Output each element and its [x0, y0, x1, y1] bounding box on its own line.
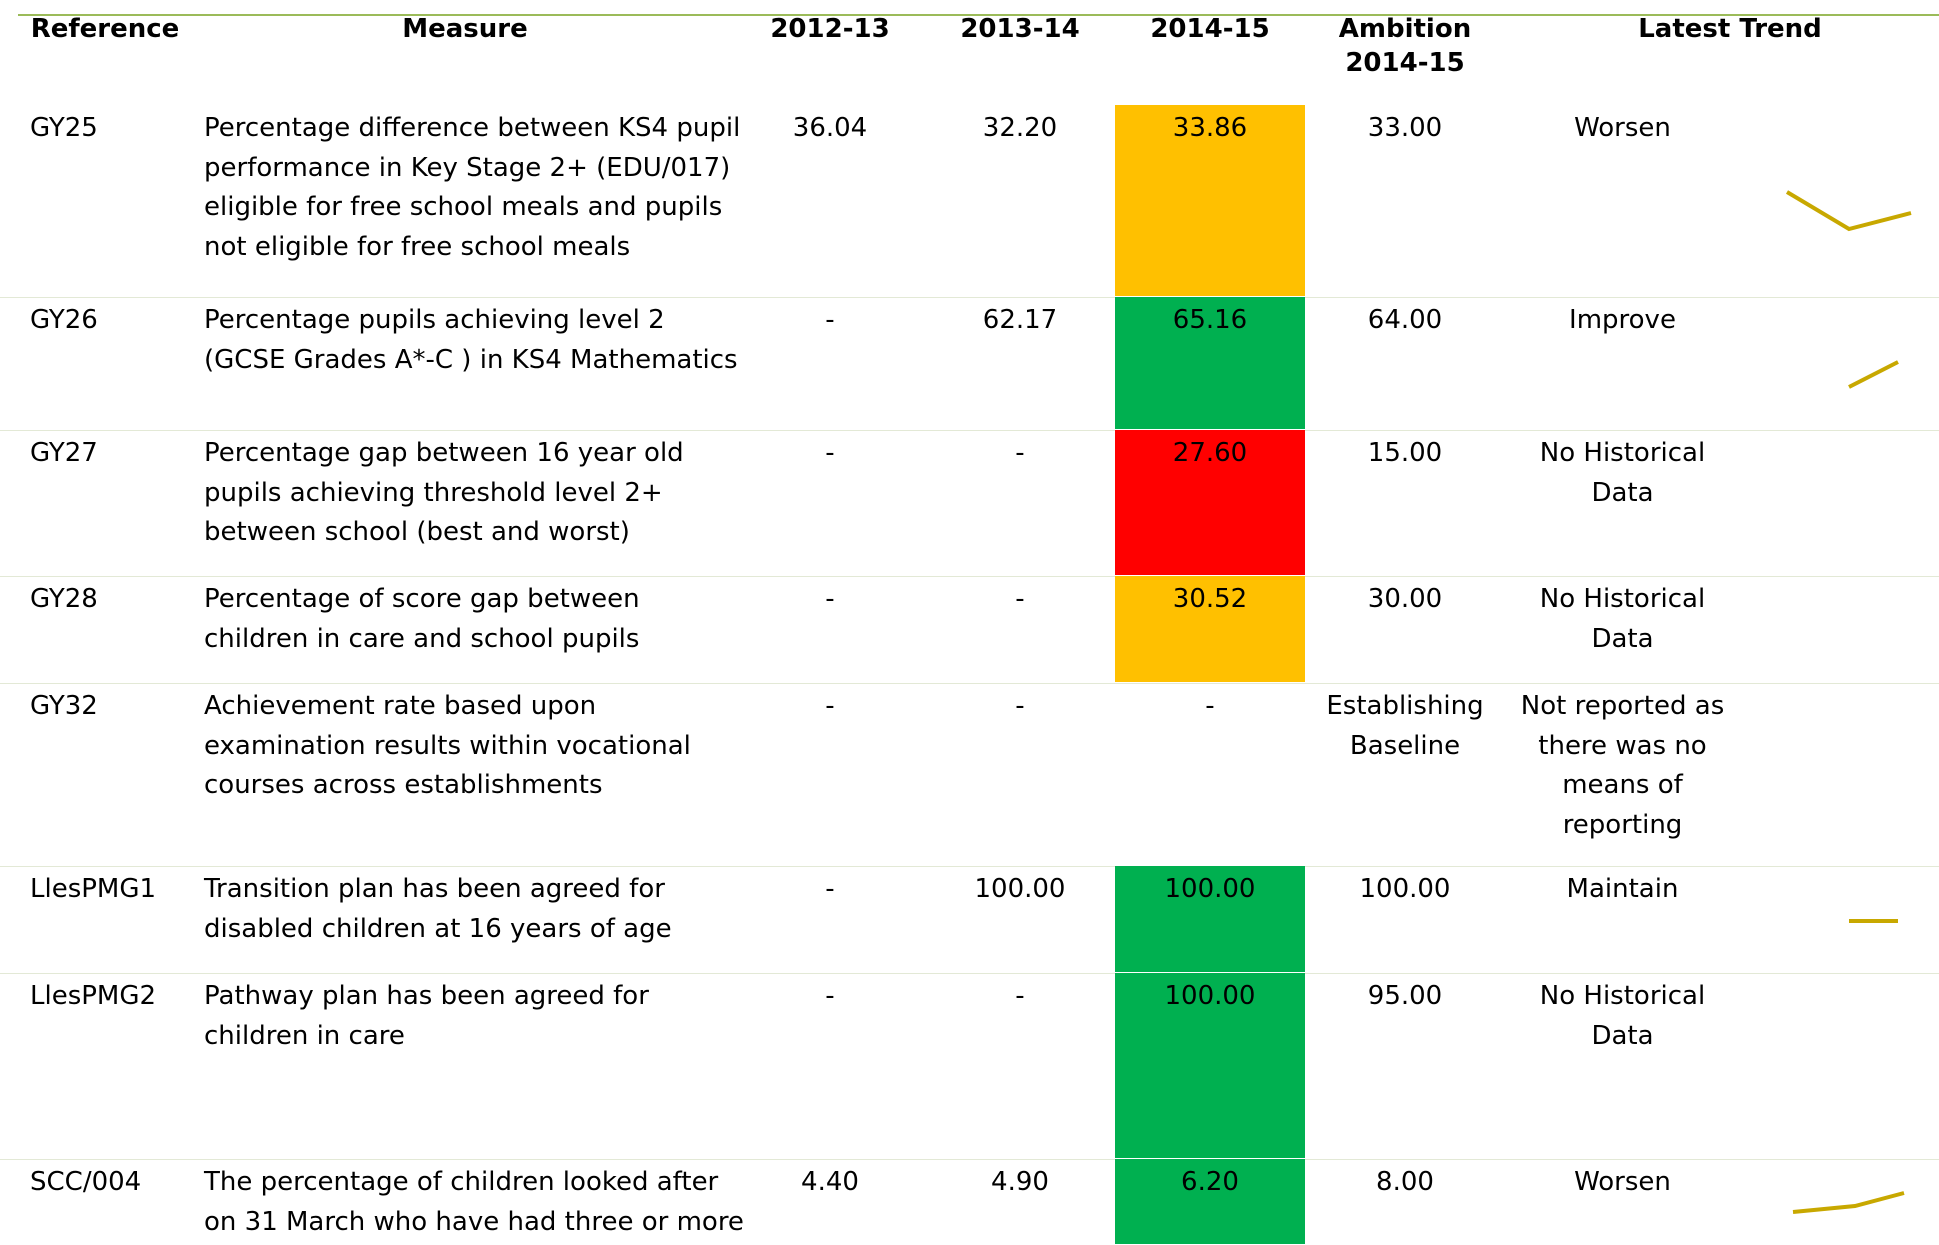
cell: - — [825, 981, 835, 1011]
status-highlight — [1115, 576, 1305, 682]
row-separator — [0, 430, 1939, 431]
row-separator — [0, 973, 1939, 974]
cell: 36.04 — [792, 113, 868, 143]
cell: Percentage pupils achieving level 2 (GCS… — [204, 305, 738, 375]
cell: 33.00 — [1367, 113, 1443, 143]
cell: 100.00 — [1164, 874, 1256, 904]
row-separator — [0, 1159, 1939, 1160]
cell: GY32 — [30, 691, 98, 721]
cell: 65.16 — [1172, 305, 1248, 335]
cell: No Historical Data — [1539, 981, 1706, 1051]
trend-line — [1848, 360, 1899, 389]
cell: 100.00 — [1359, 874, 1451, 904]
cell: 27.60 — [1172, 438, 1248, 468]
cell: 30.52 — [1172, 584, 1248, 614]
column-header: 2012-13 — [770, 14, 890, 44]
cell: 64.00 — [1367, 305, 1443, 335]
cell: 8.00 — [1376, 1167, 1434, 1197]
cell: - — [1015, 981, 1025, 1011]
status-highlight — [1115, 105, 1305, 296]
cell: Establishing Baseline — [1326, 691, 1484, 761]
cell: Maintain — [1566, 874, 1679, 904]
cell: - — [1015, 584, 1025, 614]
cell: Achievement rate based upon examination … — [204, 691, 691, 800]
cell: 100.00 — [974, 874, 1066, 904]
cell: No Historical Data — [1539, 438, 1706, 508]
cell: - — [825, 874, 835, 904]
cell: Improve — [1569, 305, 1676, 335]
status-highlight — [1115, 297, 1305, 429]
cell: 32.20 — [982, 113, 1058, 143]
column-header: Ambition 2014-15 — [1338, 14, 1472, 78]
top-rule — [18, 14, 1939, 16]
cell: - — [1015, 691, 1025, 721]
status-highlight — [1115, 1159, 1305, 1244]
cell: - — [1015, 438, 1025, 468]
cell: 33.86 — [1172, 113, 1248, 143]
cell: Worsen — [1574, 1167, 1671, 1197]
cell: The percentage of children looked after … — [204, 1167, 744, 1237]
cell: - — [825, 584, 835, 614]
cell: Not reported as there was no means of re… — [1520, 691, 1725, 840]
cell: GY25 — [30, 113, 98, 143]
cell: GY28 — [30, 584, 98, 614]
cell: - — [825, 691, 835, 721]
cell: 6.20 — [1181, 1167, 1239, 1197]
cell: - — [1205, 691, 1215, 721]
cell: Worsen — [1574, 113, 1671, 143]
column-header: 2014-15 — [1150, 14, 1270, 44]
cell: GY26 — [30, 305, 98, 335]
cell: 4.90 — [991, 1167, 1049, 1197]
cell: Pathway plan has been agreed for childre… — [204, 981, 649, 1051]
column-header: Reference — [30, 14, 180, 44]
column-header: Latest Trend — [1638, 14, 1822, 44]
cell: Transition plan has been agreed for disa… — [204, 874, 672, 944]
cell: 15.00 — [1367, 438, 1443, 468]
row-separator — [0, 576, 1939, 577]
cell: No Historical Data — [1539, 584, 1706, 654]
cell: Percentage gap between 16 year old pupil… — [204, 438, 684, 547]
column-header: Measure — [402, 14, 528, 44]
cell: - — [825, 305, 835, 335]
status-highlight — [1115, 430, 1305, 575]
trend-line — [1792, 1191, 1905, 1214]
cell: Percentage of score gap between children… — [204, 584, 640, 654]
cell: 30.00 — [1367, 584, 1443, 614]
cell: SCC/004 — [30, 1167, 142, 1197]
cell: Percentage difference between KS4 pupil … — [204, 113, 741, 262]
cell: 4.40 — [801, 1167, 859, 1197]
cell: 95.00 — [1367, 981, 1443, 1011]
trend-line — [1785, 190, 1912, 232]
row-separator — [0, 683, 1939, 684]
cell: LlesPMG2 — [30, 981, 157, 1011]
cell: LlesPMG1 — [30, 874, 157, 904]
cell: 100.00 — [1164, 981, 1256, 1011]
row-separator — [0, 866, 1939, 867]
cell: - — [825, 438, 835, 468]
row-separator — [0, 297, 1939, 298]
status-highlight — [1115, 866, 1305, 972]
status-highlight — [1115, 973, 1305, 1158]
column-header: 2013-14 — [960, 14, 1080, 44]
cell: 62.17 — [982, 305, 1058, 335]
cell: GY27 — [30, 438, 98, 468]
